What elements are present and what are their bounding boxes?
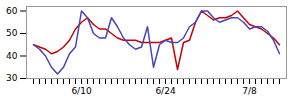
svg-text:30: 30 bbox=[6, 73, 18, 83]
svg-text:60: 60 bbox=[6, 6, 18, 16]
svg-text:40: 40 bbox=[6, 51, 18, 61]
svg-text:6/10: 6/10 bbox=[71, 86, 91, 96]
svg-text:50: 50 bbox=[6, 28, 18, 38]
svg-text:6/24: 6/24 bbox=[155, 86, 175, 96]
svg-text:7/8: 7/8 bbox=[242, 86, 257, 96]
